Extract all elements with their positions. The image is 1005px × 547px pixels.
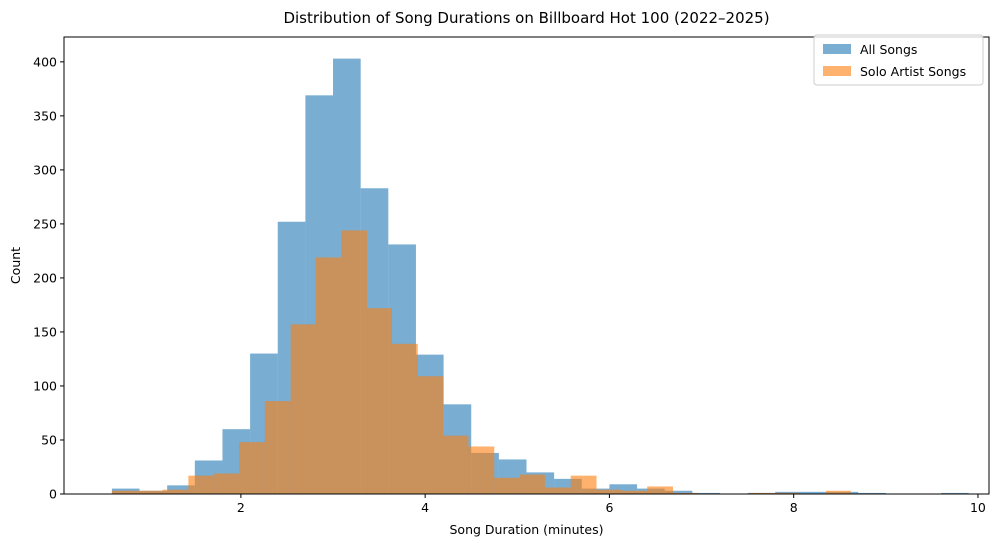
solo-artist-bar — [774, 492, 801, 494]
solo-artist-bar — [544, 487, 571, 494]
solo-artist-bar — [341, 230, 368, 495]
y-tick-label: 350 — [33, 108, 57, 123]
y-axis: 0 50 100 150 200 250 300 350 400 — [33, 54, 64, 502]
solo-artist-bar — [647, 486, 673, 494]
solo-artist-bar — [264, 401, 291, 494]
legend-box — [813, 34, 984, 86]
solo-artist-bar — [111, 490, 138, 494]
solo-artist-bar — [749, 492, 775, 494]
all-songs-bar — [167, 485, 195, 494]
all-songs-bar — [664, 490, 693, 494]
y-tick-label: 50 — [41, 432, 57, 447]
solo-artist-bar — [315, 257, 342, 494]
y-tick-label: 250 — [33, 216, 57, 231]
y-tick-label: 300 — [33, 162, 57, 177]
y-tick-label: 400 — [33, 54, 57, 69]
y-axis-label: Count — [8, 247, 23, 284]
chart-title: Distribution of Song Durations on Billbo… — [283, 9, 769, 27]
solo-artist-bar — [137, 490, 163, 494]
solo-artist-bar — [468, 446, 495, 494]
solo-artist-bar — [570, 475, 597, 494]
solo-artist-bar — [443, 435, 469, 494]
y-tick-label: 100 — [33, 378, 57, 393]
y-tick-label: 0 — [49, 487, 57, 502]
all-songs-bar — [802, 491, 831, 494]
solo-artist-bar — [825, 490, 851, 494]
x-tick-label: 6 — [605, 500, 613, 515]
plot-frame — [63, 36, 990, 495]
bars-layer — [111, 58, 969, 495]
x-axis: 2 4 6 8 10 — [237, 494, 986, 515]
legend-swatch — [823, 44, 851, 54]
solo-artist-bar — [596, 489, 622, 494]
solo-artist-bar — [621, 490, 648, 494]
legend-label: All Songs — [860, 42, 917, 57]
solo-artist-bar — [188, 475, 215, 494]
y-tick-label: 150 — [33, 324, 57, 339]
x-tick-label: 2 — [237, 500, 245, 515]
y-tick-label: 200 — [33, 270, 57, 285]
solo-artist-bar — [391, 343, 418, 494]
x-tick-label: 4 — [421, 500, 429, 515]
all-songs-bar — [941, 492, 969, 494]
solo-artist-bar — [290, 324, 316, 494]
x-tick-label: 10 — [970, 500, 986, 515]
legend-swatch — [823, 66, 851, 76]
legend: All Songs Solo Artist Songs — [813, 34, 984, 86]
solo-artist-bar — [417, 376, 444, 494]
solo-artist-bar — [214, 473, 240, 494]
all-songs-bar — [609, 484, 638, 494]
solo-artist-bar — [367, 308, 392, 494]
solo-artist-bar — [494, 477, 521, 494]
all-songs-bar — [858, 492, 886, 494]
x-axis-label: Song Duration (minutes) — [449, 522, 603, 537]
x-tick-label: 8 — [790, 500, 798, 515]
solo-artist-bar — [672, 492, 698, 494]
solo-artist-bar — [239, 442, 265, 494]
solo-artist-bar — [520, 474, 545, 494]
legend-label: Solo Artist Songs — [860, 64, 966, 79]
solo-artist-bar — [162, 489, 189, 494]
all-songs-bar — [692, 492, 720, 494]
